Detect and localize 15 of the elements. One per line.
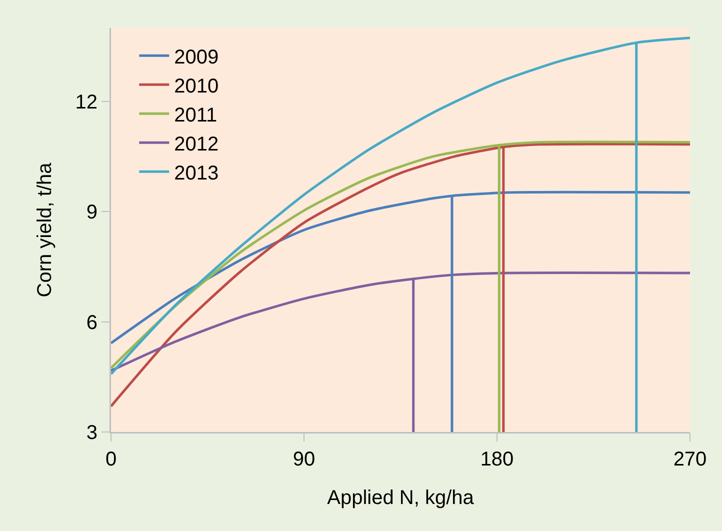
legend-label: 2013 — [174, 162, 219, 184]
legend-label: 2011 — [174, 104, 218, 126]
y-tick-label: 6 — [86, 312, 98, 334]
x-tick-label: 90 — [292, 448, 316, 470]
legend-label: 2012 — [174, 133, 219, 156]
legend-label: 2010 — [174, 75, 219, 98]
x-tick-label: 180 — [480, 448, 514, 470]
legend-label: 2009 — [174, 46, 219, 68]
x-tick-label: 270 — [673, 448, 707, 470]
y-axis-title: Corn yield, t/ha — [34, 162, 56, 298]
y-tick-label: 12 — [75, 91, 98, 114]
x-axis-title: Applied N, kg/ha — [327, 486, 475, 509]
x-tick-label: 0 — [105, 448, 117, 470]
y-tick-label: 3 — [86, 422, 98, 444]
y-tick-label: 9 — [86, 202, 98, 224]
